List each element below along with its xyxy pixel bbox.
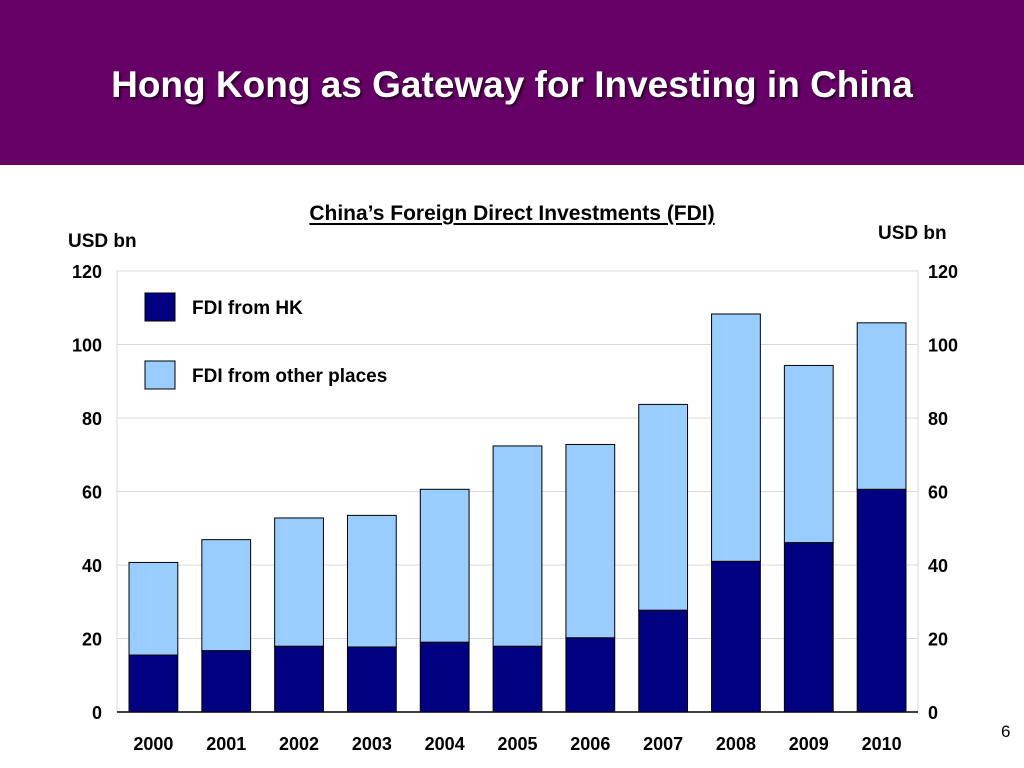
- legend-label: FDI from HK: [192, 298, 303, 319]
- x-tick-label: 2002: [279, 734, 319, 754]
- chart-title: China’s Foreign Direct Investments (FDI): [0, 202, 1024, 226]
- slide-title: Hong Kong as Gateway for Investing in Ch…: [111, 64, 913, 105]
- y-tick-label-left: 80: [82, 409, 102, 429]
- x-tick-label: 2001: [206, 734, 246, 754]
- y-tick-label-right: 20: [928, 630, 948, 650]
- x-tick-label: 2003: [352, 734, 392, 754]
- bar-fdi-other: [856, 322, 907, 490]
- bar-fdi-other: [711, 313, 761, 562]
- bar-fdi-hk: [783, 542, 834, 713]
- bar-fdi-other: [274, 517, 324, 647]
- y-tick-label-right: 100: [928, 336, 958, 356]
- left-axis-unit: USD bn: [68, 231, 137, 252]
- bar-fdi-other: [346, 514, 397, 648]
- x-tick-label: 2005: [497, 734, 537, 754]
- bar-fdi-other: [419, 488, 470, 643]
- bar-fdi-other: [128, 561, 179, 656]
- y-tick-label-left: 0: [92, 703, 102, 723]
- bar-fdi-hk: [638, 609, 689, 713]
- y-tick-label-left: 60: [82, 483, 102, 503]
- x-tick-label: 2009: [789, 734, 829, 754]
- bar-fdi-hk: [419, 641, 470, 713]
- title-banner: Hong Kong as Gateway for Investing in Ch…: [0, 0, 1024, 165]
- bar-fdi-hk: [711, 560, 761, 713]
- bar-fdi-other: [638, 403, 689, 611]
- bar-fdi-other: [565, 443, 616, 639]
- chart-title-text: China’s Foreign Direct Investments (FDI): [309, 202, 715, 225]
- x-tick-label: 2004: [425, 734, 465, 754]
- x-tick-label: 2000: [133, 734, 173, 754]
- legend-label: FDI from other places: [192, 366, 387, 387]
- bar-fdi-other: [783, 364, 834, 544]
- y-tick-label-right: 80: [928, 409, 948, 429]
- bar-fdi-hk: [201, 650, 252, 713]
- x-tick-label: 2007: [643, 734, 683, 754]
- y-tick-label-left: 20: [82, 630, 102, 650]
- x-tick-label: 2006: [570, 734, 610, 754]
- bar-fdi-hk: [346, 646, 397, 713]
- page-number: 6: [1001, 722, 1011, 741]
- y-tick-label-right: 60: [928, 483, 948, 503]
- bar-fdi-hk: [128, 654, 179, 713]
- legend-swatch: [144, 292, 176, 322]
- bar-fdi-other: [492, 445, 543, 647]
- y-tick-label-left: 40: [82, 556, 102, 576]
- bar-fdi-hk: [492, 645, 543, 713]
- bar-fdi-hk: [856, 488, 907, 713]
- bar-fdi-hk: [274, 645, 324, 713]
- y-tick-label-left: 120: [72, 262, 102, 282]
- x-tick-label: 2008: [716, 734, 756, 754]
- y-tick-label-left: 100: [72, 336, 102, 356]
- x-tick-label: 2010: [862, 734, 902, 754]
- right-axis-unit: USD bn: [878, 223, 947, 244]
- bar-fdi-other: [201, 539, 252, 652]
- bar-fdi-hk: [565, 637, 616, 713]
- legend-swatch: [144, 360, 176, 390]
- y-tick-label-right: 0: [928, 703, 938, 723]
- y-tick-label-right: 120: [928, 262, 958, 282]
- y-tick-label-right: 40: [928, 556, 948, 576]
